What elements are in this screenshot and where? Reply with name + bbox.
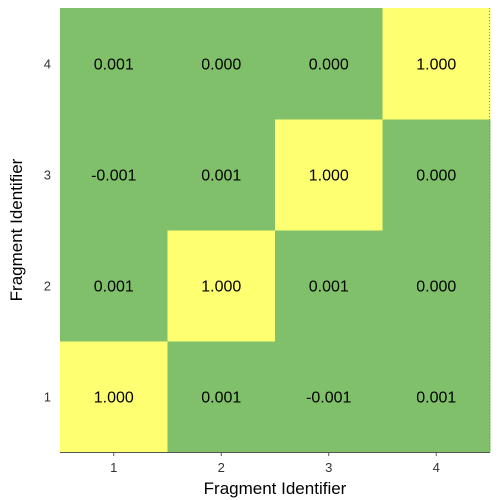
- cell-value-label: 0.001: [94, 57, 134, 74]
- heatmap-cell-x1-y1: [60, 341, 168, 453]
- cell-value-label: 0.001: [201, 390, 241, 407]
- x-tick-label: 4: [433, 460, 440, 475]
- y-tick-label: 2: [44, 279, 51, 294]
- y-axis-title: Fragment Identifier: [7, 158, 26, 301]
- heatmap-cell-x3-y1: [275, 341, 383, 453]
- heatmap-cell-x3-y2: [275, 230, 383, 342]
- heatmap-cell-x1-y3: [60, 119, 168, 231]
- cell-value-label: -0.001: [306, 390, 351, 407]
- x-tick-label: 1: [110, 460, 117, 475]
- y-tick-label: 3: [44, 168, 51, 183]
- cell-value-label: 0.001: [94, 279, 134, 296]
- cell-value-label: 1.000: [94, 390, 134, 407]
- heatmap-axes: [60, 8, 490, 453]
- heatmap-cells: [60, 8, 491, 453]
- x-axis-title: Fragment Identifier: [204, 479, 347, 498]
- cell-value-label: 0.001: [201, 168, 241, 185]
- heatmap-cell-x2-y2: [167, 230, 276, 342]
- cell-value-label: 1.000: [309, 168, 349, 185]
- cell-value-label: -0.001: [91, 168, 136, 185]
- heatmap-cell-x1-y2: [60, 230, 168, 342]
- cell-value-label: 0.001: [416, 390, 456, 407]
- heatmap-cell-x1-y4: [60, 8, 168, 120]
- heatmap-cell-x4-y1: [382, 341, 491, 453]
- cell-value-label: 1.000: [416, 57, 456, 74]
- cell-value-label: 0.001: [309, 279, 349, 296]
- heatmap-cell-x4-y3: [382, 119, 491, 231]
- heatmap-cell-x3-y4: [275, 8, 383, 120]
- heatmap-cell-x3-y3: [275, 119, 383, 231]
- heatmap-cell-x2-y3: [167, 119, 276, 231]
- y-tick-label: 4: [44, 57, 51, 72]
- cell-value-label: 0.000: [416, 279, 456, 296]
- cell-value-label: 0.000: [201, 57, 241, 74]
- y-tick-labels: 1 2 3 4: [44, 57, 51, 405]
- heatmap-cell-x2-y1: [167, 341, 276, 453]
- cell-value-label: 0.000: [416, 168, 456, 185]
- x-tick-labels: 1 2 3 4: [110, 452, 440, 475]
- heatmap-value-labels: 1.000 0.001 -0.001 0.001 0.001 1.000 0.001 0.00…: [91, 57, 456, 407]
- x-tick-label: 3: [325, 460, 332, 475]
- heatmap-cell-x4-y2: [382, 230, 491, 342]
- cell-value-label: 1.000: [201, 279, 241, 296]
- x-tick-label: 2: [218, 460, 225, 475]
- heatmap-cell-x4-y4: [382, 8, 491, 120]
- cell-value-label: 0.000: [309, 57, 349, 74]
- y-tick-label: 1: [44, 390, 51, 405]
- heatmap-cell-x2-y4: [167, 8, 276, 120]
